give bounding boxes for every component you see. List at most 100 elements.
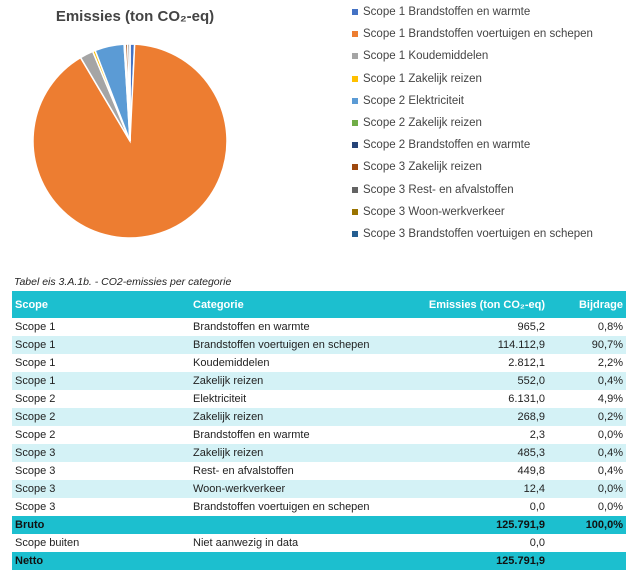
cell-categorie: Rest- en afvalstoffen (190, 462, 402, 480)
legend-item: Scope 1 Brandstoffen voertuigen en schep… (352, 23, 632, 45)
cell-categorie: Zakelijk reizen (190, 444, 402, 462)
cell-emissies: 2,3 (402, 426, 548, 444)
legend-item: Scope 3 Rest- en afvalstoffen (352, 179, 632, 201)
cell-scope: Scope 1 (12, 372, 190, 390)
cell-emissies: 965,2 (402, 318, 548, 336)
legend-item: Scope 3 Woon-werkverkeer (352, 201, 632, 223)
cell-bijdrage: 0,4% (548, 372, 626, 390)
legend-item: Scope 1 Koudemiddelen (352, 45, 632, 67)
cell-scope: Scope 3 (12, 498, 190, 516)
bruto-empty (190, 516, 402, 534)
cell-categorie: Brandstoffen en warmte (190, 426, 402, 444)
legend-label: Scope 2 Brandstoffen en warmte (363, 139, 531, 152)
table-row: Scope 3 Rest- en afvalstoffen 449,8 0,4% (12, 462, 626, 480)
cell-scope: Scope 1 (12, 354, 190, 372)
cell-scope: Scope 3 (12, 444, 190, 462)
table-row: Scope 3 Woon-werkverkeer 12,4 0,0% (12, 480, 626, 498)
table-row: Scope 2 Zakelijk reizen 268,9 0,2% (12, 408, 626, 426)
bruto-label: Bruto (12, 516, 190, 534)
cell-emissies: 6.131,0 (402, 390, 548, 408)
cell-scope: Scope 2 (12, 390, 190, 408)
cell-bijdrage: 0,8% (548, 318, 626, 336)
table-row: Scope 1 Brandstoffen en warmte 965,2 0,8% (12, 318, 626, 336)
cell-bijdrage: 90,7% (548, 336, 626, 354)
cell-bijdrage (548, 534, 626, 552)
cell-categorie: Brandstoffen en warmte (190, 318, 402, 336)
cell-scope: Scope 3 (12, 462, 190, 480)
table-row: Scope 2 Elektriciteit 6.131,0 4,9% (12, 390, 626, 408)
legend-label: Scope 3 Zakelijk reizen (363, 161, 482, 174)
legend-item: Scope 3 Zakelijk reizen (352, 156, 632, 178)
cell-emissies: 485,3 (402, 444, 548, 462)
cell-emissies: 268,9 (402, 408, 548, 426)
legend-swatch (352, 208, 358, 215)
cell-scope: Scope buiten (12, 534, 190, 552)
cell-categorie: Niet aanwezig in data (190, 534, 402, 552)
cell-categorie: Elektriciteit (190, 390, 402, 408)
bruto-emissies: 125.791,9 (402, 516, 548, 534)
legend-swatch (352, 164, 358, 171)
table-row: Scope 3 Zakelijk reizen 485,3 0,4% (12, 444, 626, 462)
cell-bijdrage: 0,0% (548, 498, 626, 516)
cell-emissies: 0,0 (402, 534, 548, 552)
cell-emissies: 552,0 (402, 372, 548, 390)
netto-row: Netto 125.791,9 (12, 552, 626, 570)
cell-categorie: Zakelijk reizen (190, 408, 402, 426)
cell-emissies: 12,4 (402, 480, 548, 498)
cell-categorie: Koudemiddelen (190, 354, 402, 372)
table-row: Scope 3 Brandstoffen voertuigen en schepe… (12, 498, 626, 516)
bruto-bijdrage: 100,0% (548, 516, 626, 534)
cell-emissies: 449,8 (402, 462, 548, 480)
emissions-table: Scope Categorie Emissies (ton CO₂-eq) Bi… (12, 291, 626, 570)
legend-item: Scope 1 Zakelijk reizen (352, 68, 632, 90)
legend-swatch (352, 230, 358, 237)
netto-empty (548, 552, 626, 570)
cell-scope: Scope 2 (12, 426, 190, 444)
cell-emissies: 2.812,1 (402, 354, 548, 372)
bruto-row: Bruto 125.791,9 100,0% (12, 516, 626, 534)
cell-scope: Scope 1 (12, 318, 190, 336)
legend-swatch (352, 186, 358, 193)
cell-bijdrage: 4,9% (548, 390, 626, 408)
header-emissies: Emissies (ton CO₂-eq) (402, 291, 548, 318)
legend-label: Scope 1 Koudemiddelen (363, 50, 489, 63)
legend-swatch (352, 120, 358, 127)
cell-bijdrage: 0,4% (548, 462, 626, 480)
table-row: Scope 1 Zakelijk reizen 552,0 0,4% (12, 372, 626, 390)
cell-categorie: Zakelijk reizen (190, 372, 402, 390)
legend-swatch (352, 142, 358, 149)
netto-label: Netto (12, 552, 190, 570)
legend-label: Scope 3 Brandstoffen voertuigen en schep… (363, 227, 593, 240)
cell-scope: Scope 1 (12, 336, 190, 354)
legend-item: Scope 1 Brandstoffen en warmte (352, 1, 632, 23)
legend-label: Scope 3 Woon-werkverkeer (363, 205, 505, 218)
legend-swatch (352, 53, 358, 60)
legend-swatch (352, 75, 358, 82)
cell-bijdrage: 0,0% (548, 480, 626, 498)
table-row: Scope 1 Koudemiddelen 2.812,1 2,2% (12, 354, 626, 372)
legend-item: Scope 2 Elektriciteit (352, 90, 632, 112)
legend-label: Scope 3 Rest- en afvalstoffen (363, 183, 514, 196)
netto-emissies: 125.791,9 (402, 552, 548, 570)
header-categorie: Categorie (190, 291, 402, 318)
legend-swatch (352, 9, 358, 16)
legend-label: Scope 1 Brandstoffen en warmte (363, 6, 531, 19)
legend-label: Scope 1 Brandstoffen voertuigen en schep… (363, 28, 593, 41)
header-bijdrage: Bijdrage (548, 291, 626, 318)
cell-scope: Scope 3 (12, 480, 190, 498)
legend-label: Scope 1 Zakelijk reizen (363, 72, 482, 85)
scope-buiten-row: Scope buiten Niet aanwezig in data 0,0 (12, 534, 626, 552)
header-scope: Scope (12, 291, 190, 318)
legend-swatch (352, 31, 358, 38)
cell-bijdrage: 0,0% (548, 426, 626, 444)
cell-bijdrage: 0,4% (548, 444, 626, 462)
cell-scope: Scope 2 (12, 408, 190, 426)
legend-item: Scope 3 Brandstoffen voertuigen en schep… (352, 223, 632, 245)
table-row: Scope 2 Brandstoffen en warmte 2,3 0,0% (12, 426, 626, 444)
cell-bijdrage: 2,2% (548, 354, 626, 372)
legend-swatch (352, 97, 358, 104)
table-caption: Tabel eis 3.A.1b. - CO2-emissies per cat… (14, 276, 232, 288)
chart-legend: Scope 1 Brandstoffen en warmte Scope 1 Br… (352, 1, 632, 245)
legend-item: Scope 2 Zakelijk reizen (352, 112, 632, 134)
cell-emissies: 0,0 (402, 498, 548, 516)
